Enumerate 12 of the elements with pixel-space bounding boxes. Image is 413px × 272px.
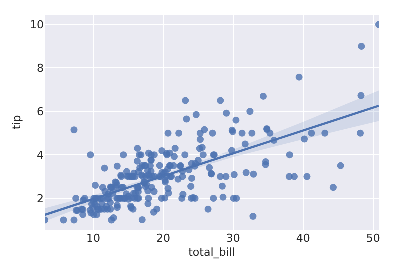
x-tick-label: 30 (226, 232, 240, 245)
x-tick-label: 20 (156, 232, 170, 245)
x-axis-title: total_bill (188, 246, 236, 260)
x-tick-label: 40 (296, 232, 310, 245)
y-tick-label: 6 (37, 105, 44, 118)
y-tick-label: 10 (30, 18, 44, 32)
y-tick-label: 2 (37, 192, 44, 206)
y-tick-label: 4 (37, 148, 44, 162)
y-tick-label: 8 (37, 62, 44, 76)
x-tick-label: 10 (86, 232, 100, 245)
y-axis-title: tip (10, 115, 24, 130)
x-tick-label: 50 (366, 232, 380, 245)
